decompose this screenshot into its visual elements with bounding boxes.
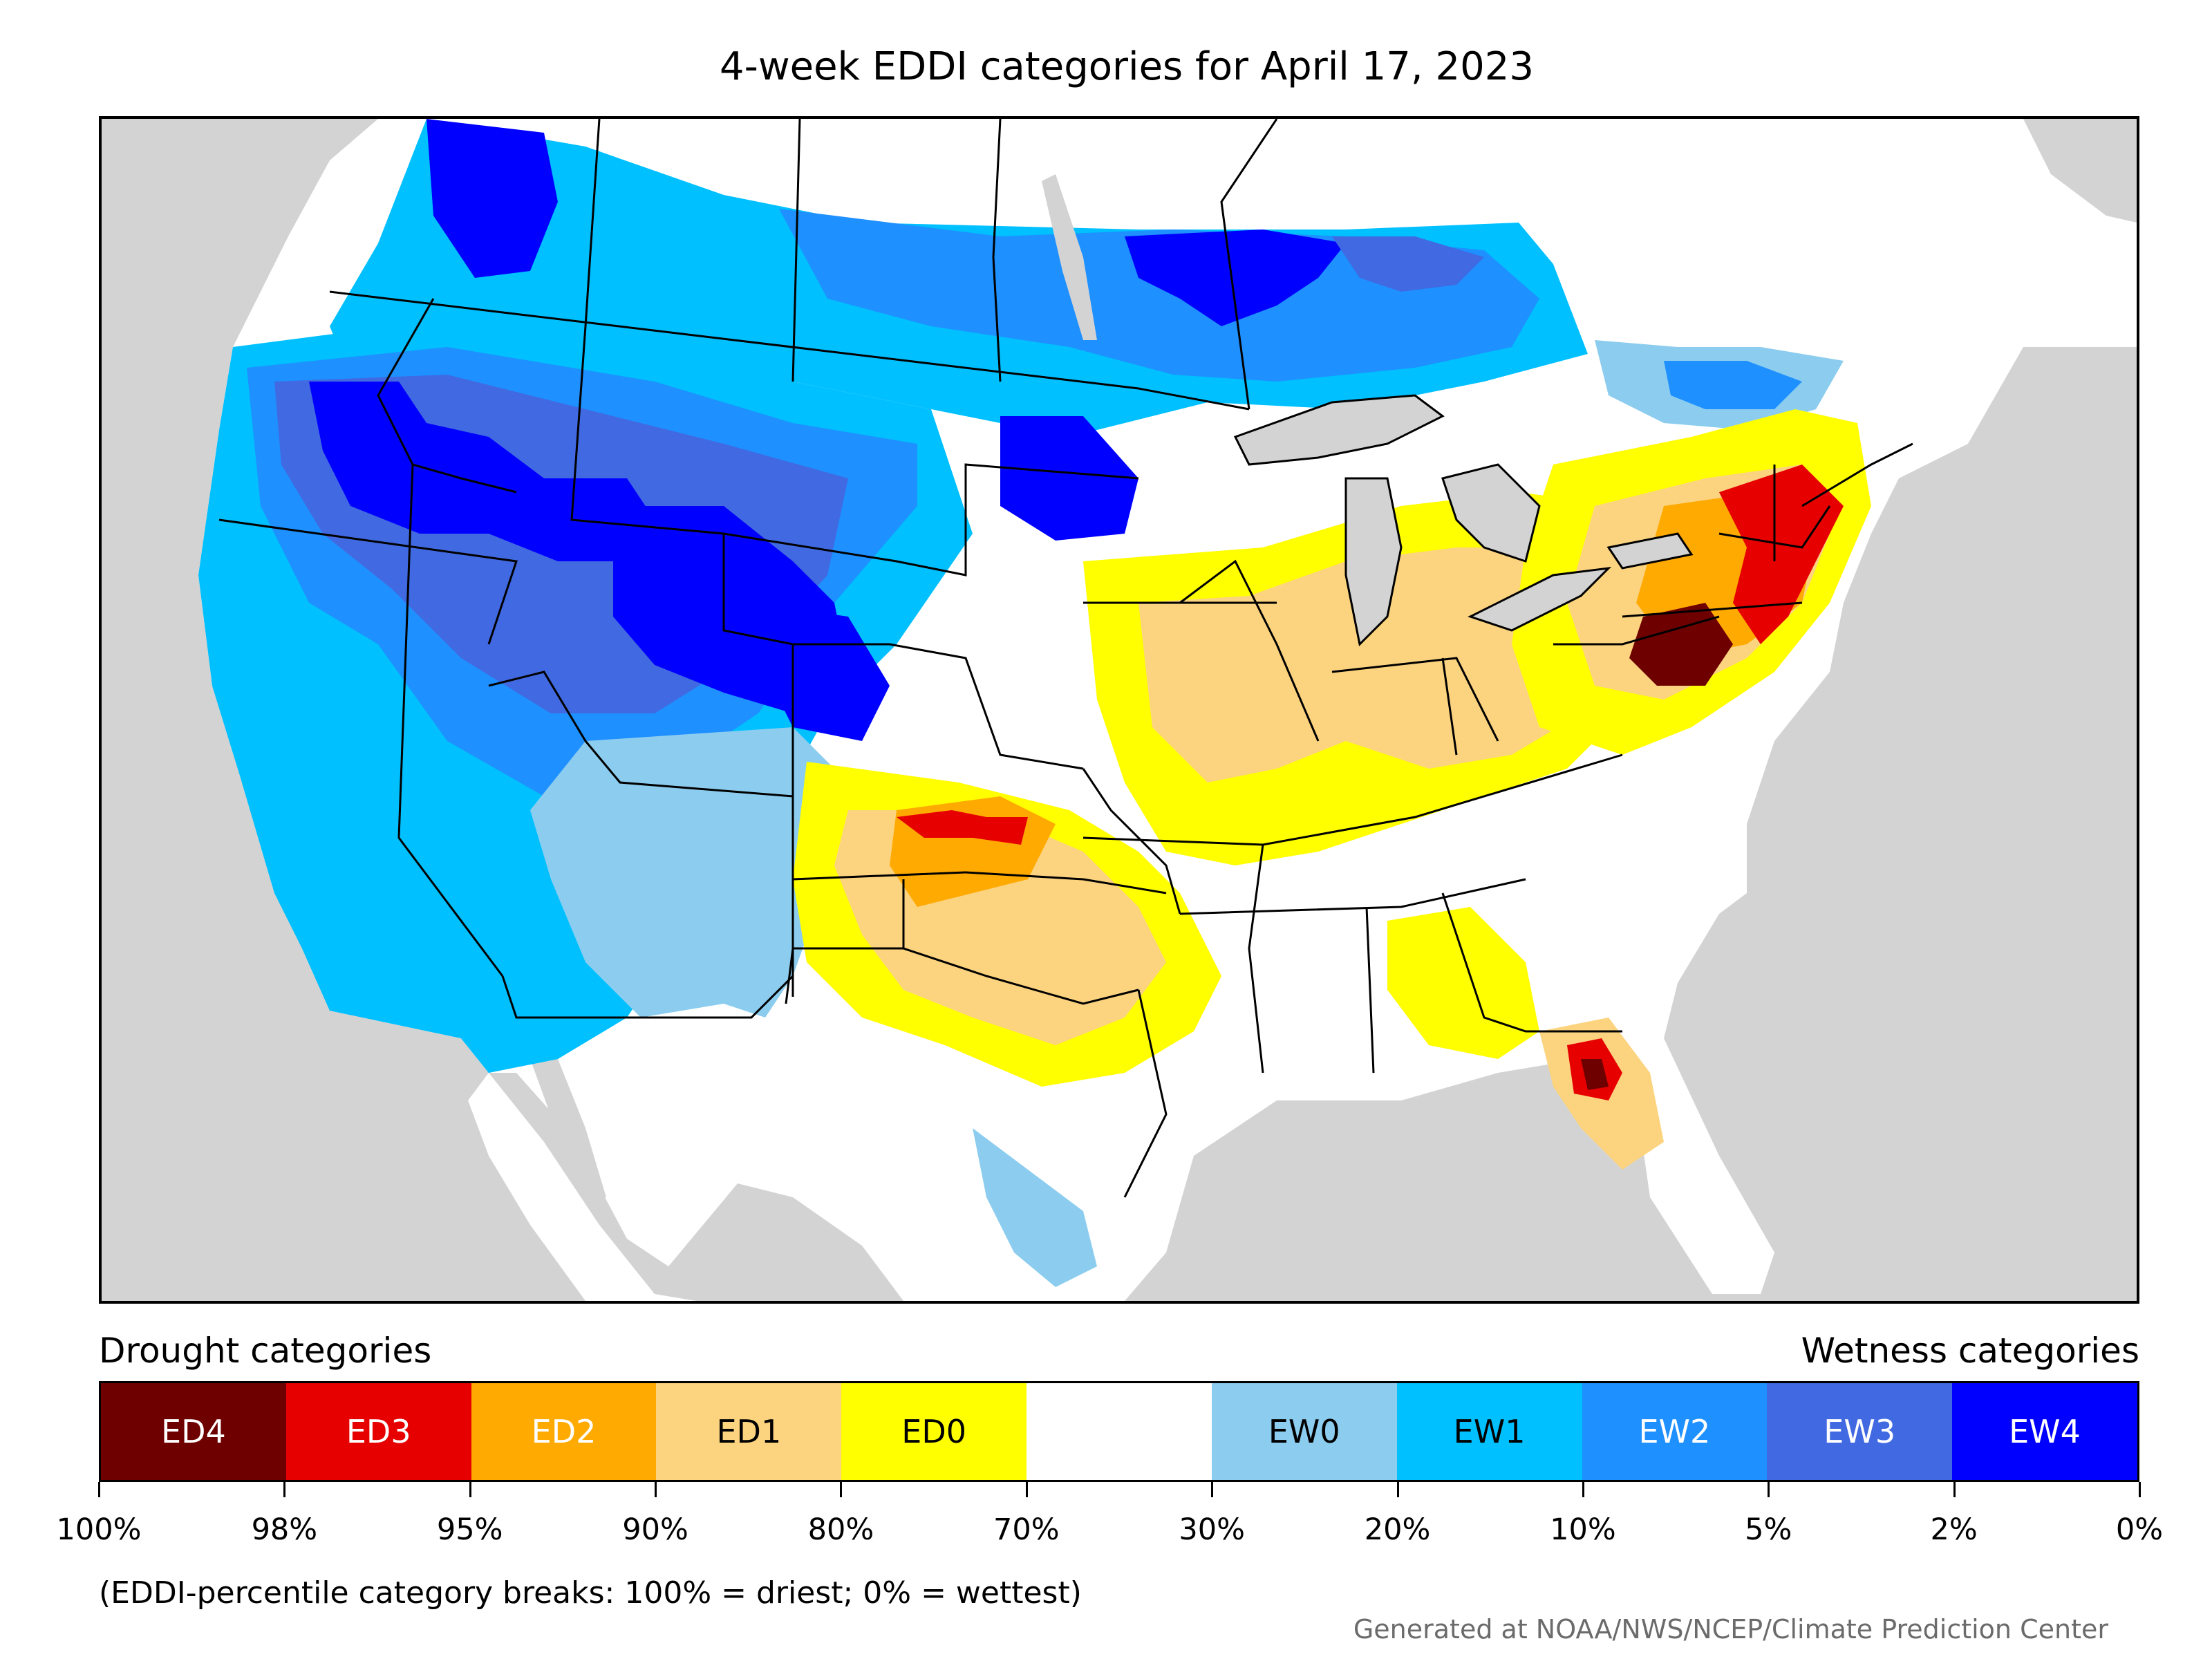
category-ew4: EW4: [1952, 1383, 2137, 1480]
drought-categories-heading: Drought categories: [99, 1331, 432, 1371]
break-label: 70%: [993, 1512, 1060, 1547]
category-ew1: EW1: [1396, 1383, 1582, 1480]
wet-region-montana-ew4: [1000, 416, 1138, 541]
category-ew2: EW2: [1582, 1383, 1768, 1480]
wet-region-southwest-ew0: [530, 727, 862, 1018]
category-breaks-footnote: (EDDI-percentile category breaks: 100% =…: [99, 1575, 1082, 1611]
break-label: 20%: [1364, 1512, 1431, 1547]
wet-region-pnw-ew4: [309, 382, 655, 561]
drought-region-florida-ed4: [1581, 1059, 1609, 1090]
colorbar-tick: [1768, 1482, 1770, 1497]
drought-region-oklahoma-ed3: [897, 810, 1028, 845]
break-label: 80%: [807, 1512, 874, 1547]
wet-region-northwest-canada: [427, 119, 558, 278]
colorbar-tick: [98, 1482, 100, 1497]
colorbar-tick: [2139, 1482, 2141, 1497]
break-label: 98%: [251, 1512, 318, 1547]
break-label: 100%: [56, 1512, 142, 1547]
break-label: 95%: [436, 1512, 503, 1547]
colorbar-tick: [1953, 1482, 1956, 1497]
category-ed2: ED2: [471, 1383, 657, 1480]
colorbar-tick: [1582, 1482, 1584, 1497]
province-boundaries: [584, 119, 1278, 410]
break-label: 90%: [622, 1512, 688, 1547]
category-ed4: ED4: [101, 1383, 286, 1480]
break-label: 10%: [1550, 1512, 1616, 1547]
baja-land: [468, 1073, 696, 1301]
wet-region-california-ew1: [212, 672, 572, 1073]
colorbar-tick: [840, 1482, 843, 1497]
break-label: 30%: [1179, 1512, 1245, 1547]
break-label: 5%: [1745, 1512, 1792, 1547]
wetness-categories-heading: Wetness categories: [1801, 1331, 2139, 1371]
category-ew3: EW3: [1767, 1383, 1953, 1480]
category-colorbar: ED4 ED3 ED2 ED1 ED0 EW0 EW1 EW2 EW3 EW4: [99, 1381, 2139, 1482]
drought-region-georgia-ed0: [1387, 907, 1539, 1059]
lake-winnipeg: [1042, 174, 1097, 340]
lake-michigan: [1344, 477, 1403, 647]
category-ew0: EW0: [1211, 1383, 1397, 1480]
colorbar-tick: [469, 1482, 471, 1497]
wet-region-canada-ew4: [1125, 229, 1346, 326]
colorbar-ticks: 100% 98% 95% 90% 80% 70% 30% 20% 10% 5% 2% 0%: [0, 1482, 2212, 1579]
map-title: 4-week EDDI categories for April 17, 202…: [719, 44, 1535, 89]
lake-erie: [1468, 566, 1612, 632]
category-ed1: ED1: [656, 1383, 842, 1480]
wet-region-texas-coast: [973, 1128, 1097, 1287]
category-ed0: ED0: [841, 1383, 1027, 1480]
map-panel: [99, 116, 2139, 1304]
category-ed3: ED3: [285, 1383, 471, 1480]
colorbar-tick: [1025, 1482, 1028, 1497]
drought-region-midatlantic-ed4: [1629, 603, 1733, 686]
category-normal: [1027, 1383, 1212, 1480]
lake-superior: [1233, 394, 1445, 466]
lake-ontario: [1606, 532, 1694, 570]
colorbar-tick: [1396, 1482, 1399, 1497]
break-label: 0%: [2115, 1512, 2164, 1547]
colorbar-tick: [1211, 1482, 1214, 1497]
wet-region-quebec-ew2: [1664, 361, 1802, 409]
lake-huron: [1441, 463, 1541, 563]
eddi-map: [198, 119, 2137, 1301]
state-boundaries: [218, 290, 1913, 1198]
wet-region-canada-ew3: [1332, 236, 1484, 292]
colorbar-tick: [655, 1482, 657, 1497]
break-label: 2%: [1930, 1512, 1978, 1547]
colorbar-tick: [283, 1482, 286, 1497]
drought-region-northeast-ed3: [1719, 465, 1844, 644]
wet-region-wyoming-ew4: [751, 603, 890, 741]
credit-text: Generated at NOAA/NWS/NCEP/Climate Predi…: [1353, 1614, 2108, 1644]
